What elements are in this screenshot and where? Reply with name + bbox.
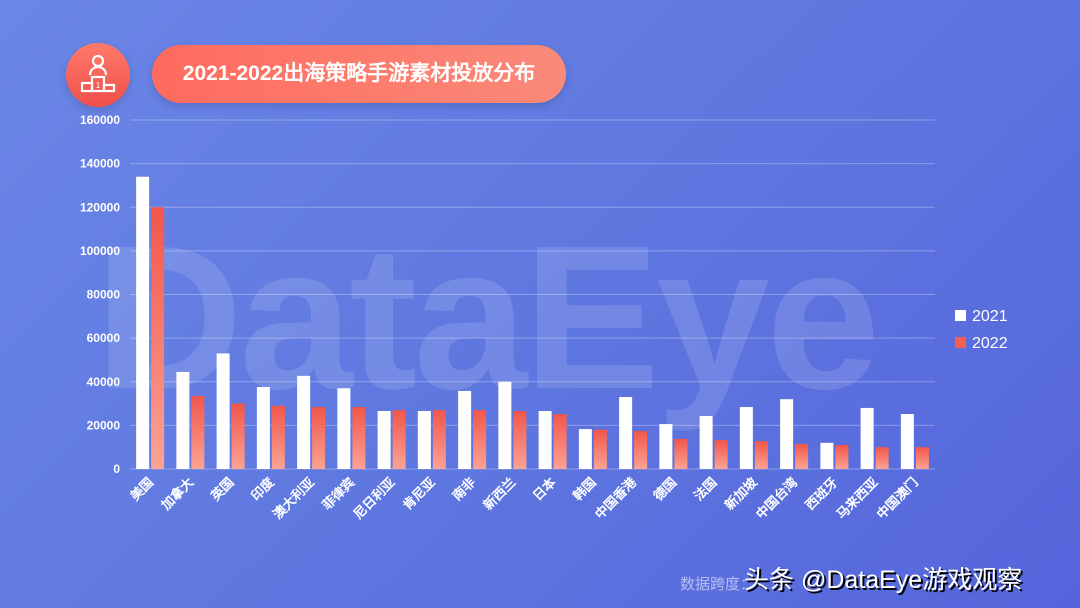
x-tick-label: 南非: [449, 475, 478, 504]
bar-2021: [699, 415, 713, 469]
y-tick-label: 40000: [87, 375, 121, 389]
bar-2022: [473, 410, 487, 469]
x-tick-label: 肯尼亚: [400, 475, 438, 513]
bar-2021: [578, 429, 592, 469]
x-tick-label: 澳大利亚: [270, 475, 317, 522]
bar-2021: [538, 410, 552, 469]
x-tick-label: 西班牙: [802, 475, 840, 513]
x-tick-label: 加拿大: [158, 475, 197, 514]
x-tick-label: 马来西亚: [833, 475, 880, 522]
x-tick-label: 菲律宾: [319, 475, 357, 513]
bar-2022: [191, 395, 205, 469]
bar-2022: [754, 441, 768, 469]
bar-2022: [271, 405, 285, 469]
x-tick-label: 英国: [207, 475, 237, 505]
bar-2022: [312, 407, 326, 469]
bar-2021: [820, 442, 834, 469]
bar-2022: [795, 443, 809, 469]
x-tick-label: 中国澳门: [874, 475, 921, 522]
podium-icon: 1: [66, 43, 130, 107]
x-tick-label: 印度: [248, 474, 278, 504]
y-tick-label: 160000: [80, 113, 120, 127]
bar-2022: [835, 445, 849, 469]
bar-2022: [553, 414, 567, 469]
bar-2021: [458, 390, 472, 469]
legend-swatch-2021: [955, 310, 966, 321]
bar-2022: [513, 410, 527, 469]
bar-2021: [619, 397, 633, 469]
bar-2022: [432, 410, 446, 469]
bar-2022: [714, 439, 728, 469]
bar-2021: [659, 424, 673, 469]
y-tick-label: 20000: [87, 418, 121, 432]
y-tick-label: 80000: [87, 288, 121, 302]
bar-2021: [176, 371, 190, 469]
x-tick-label: 新西兰: [480, 475, 518, 513]
y-tick-label: 120000: [80, 200, 120, 214]
bar-2021: [136, 176, 150, 469]
y-tick-label: 140000: [80, 157, 120, 171]
bar-2021: [377, 410, 391, 469]
y-tick-label: 100000: [80, 244, 120, 258]
y-tick-label: 0: [113, 462, 120, 476]
bar-2021: [780, 399, 794, 469]
bar-2022: [915, 447, 929, 469]
x-tick-label: 韩国: [570, 475, 599, 504]
legend-label: 2022: [972, 335, 1008, 352]
bar-2021: [297, 375, 311, 469]
chart-title: 2021-2022出海策略手游素材投放分布: [152, 45, 566, 103]
bar-2021: [417, 410, 431, 469]
bar-2022: [875, 447, 889, 469]
svg-text:1: 1: [96, 81, 101, 90]
x-tick-label: 中国香港: [592, 474, 640, 522]
x-tick-label: 新加坡: [722, 474, 761, 513]
bar-2022: [151, 207, 165, 469]
bar-2022: [674, 438, 688, 469]
x-tick-label: 中国台湾: [753, 475, 800, 522]
x-tick-label: 德国: [650, 475, 679, 504]
bar-2021: [216, 353, 230, 469]
bar-2021: [256, 386, 270, 469]
legend-label: 2021: [972, 308, 1008, 325]
bar-2022: [231, 403, 245, 469]
footer-note: 数据跨度：: [680, 575, 756, 593]
bar-2022: [634, 431, 648, 469]
y-tick-label: 60000: [87, 331, 121, 345]
bar-2021: [739, 407, 753, 469]
legend-swatch-2022: [955, 337, 966, 348]
bar-2021: [337, 388, 351, 469]
bar-2022: [593, 429, 607, 469]
x-tick-label: 法国: [691, 475, 720, 504]
bar-2022: [352, 407, 366, 469]
bar-2021: [860, 407, 874, 469]
x-tick-label: 尼日利亚: [350, 475, 397, 522]
bar-2021: [498, 381, 512, 469]
credit-watermark: 头条 @DataEye游戏观察: [744, 566, 1023, 594]
bar-2022: [392, 410, 406, 469]
x-tick-label: 日本: [530, 475, 559, 504]
x-tick-label: 美国: [127, 475, 156, 504]
bar-2021: [900, 414, 914, 469]
